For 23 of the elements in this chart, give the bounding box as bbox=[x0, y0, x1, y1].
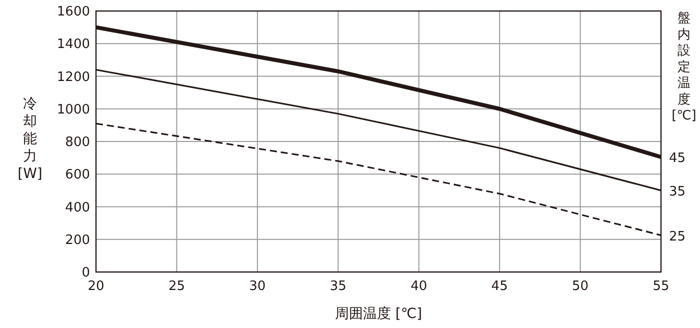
x-tick-label: 45 bbox=[491, 279, 508, 294]
x-tick-label: 35 bbox=[330, 279, 346, 294]
x-tick-label: 40 bbox=[410, 279, 428, 294]
series-label: 25 bbox=[669, 229, 686, 244]
y-tick-label: 1000 bbox=[56, 102, 90, 118]
series-label: 35 bbox=[669, 184, 686, 200]
y2-axis-title: 盤内設定温度[℃] bbox=[672, 11, 696, 124]
y-tick-label: 600 bbox=[65, 168, 90, 183]
y-tick-label: 1400 bbox=[56, 37, 90, 52]
y-tick-label: 1200 bbox=[56, 70, 90, 85]
x-tick-label: 20 bbox=[88, 279, 104, 294]
x-axis-title: 周囲温度 [℃] bbox=[334, 306, 422, 322]
x-tick-label: 55 bbox=[652, 279, 670, 294]
x-tick-label: 25 bbox=[168, 279, 185, 294]
y-tick-label: 0 bbox=[82, 266, 90, 280]
y-tick-label: 400 bbox=[65, 200, 90, 216]
y-axis-title: 冷却能力[W] bbox=[18, 96, 42, 182]
y-tick-label: 1600 bbox=[56, 4, 90, 20]
y-tick-label: 800 bbox=[65, 135, 90, 150]
x-tick-label: 50 bbox=[572, 279, 589, 294]
x-tick-label: 30 bbox=[249, 279, 266, 294]
y-tick-label: 200 bbox=[65, 232, 90, 248]
series-label: 45 bbox=[669, 150, 686, 166]
